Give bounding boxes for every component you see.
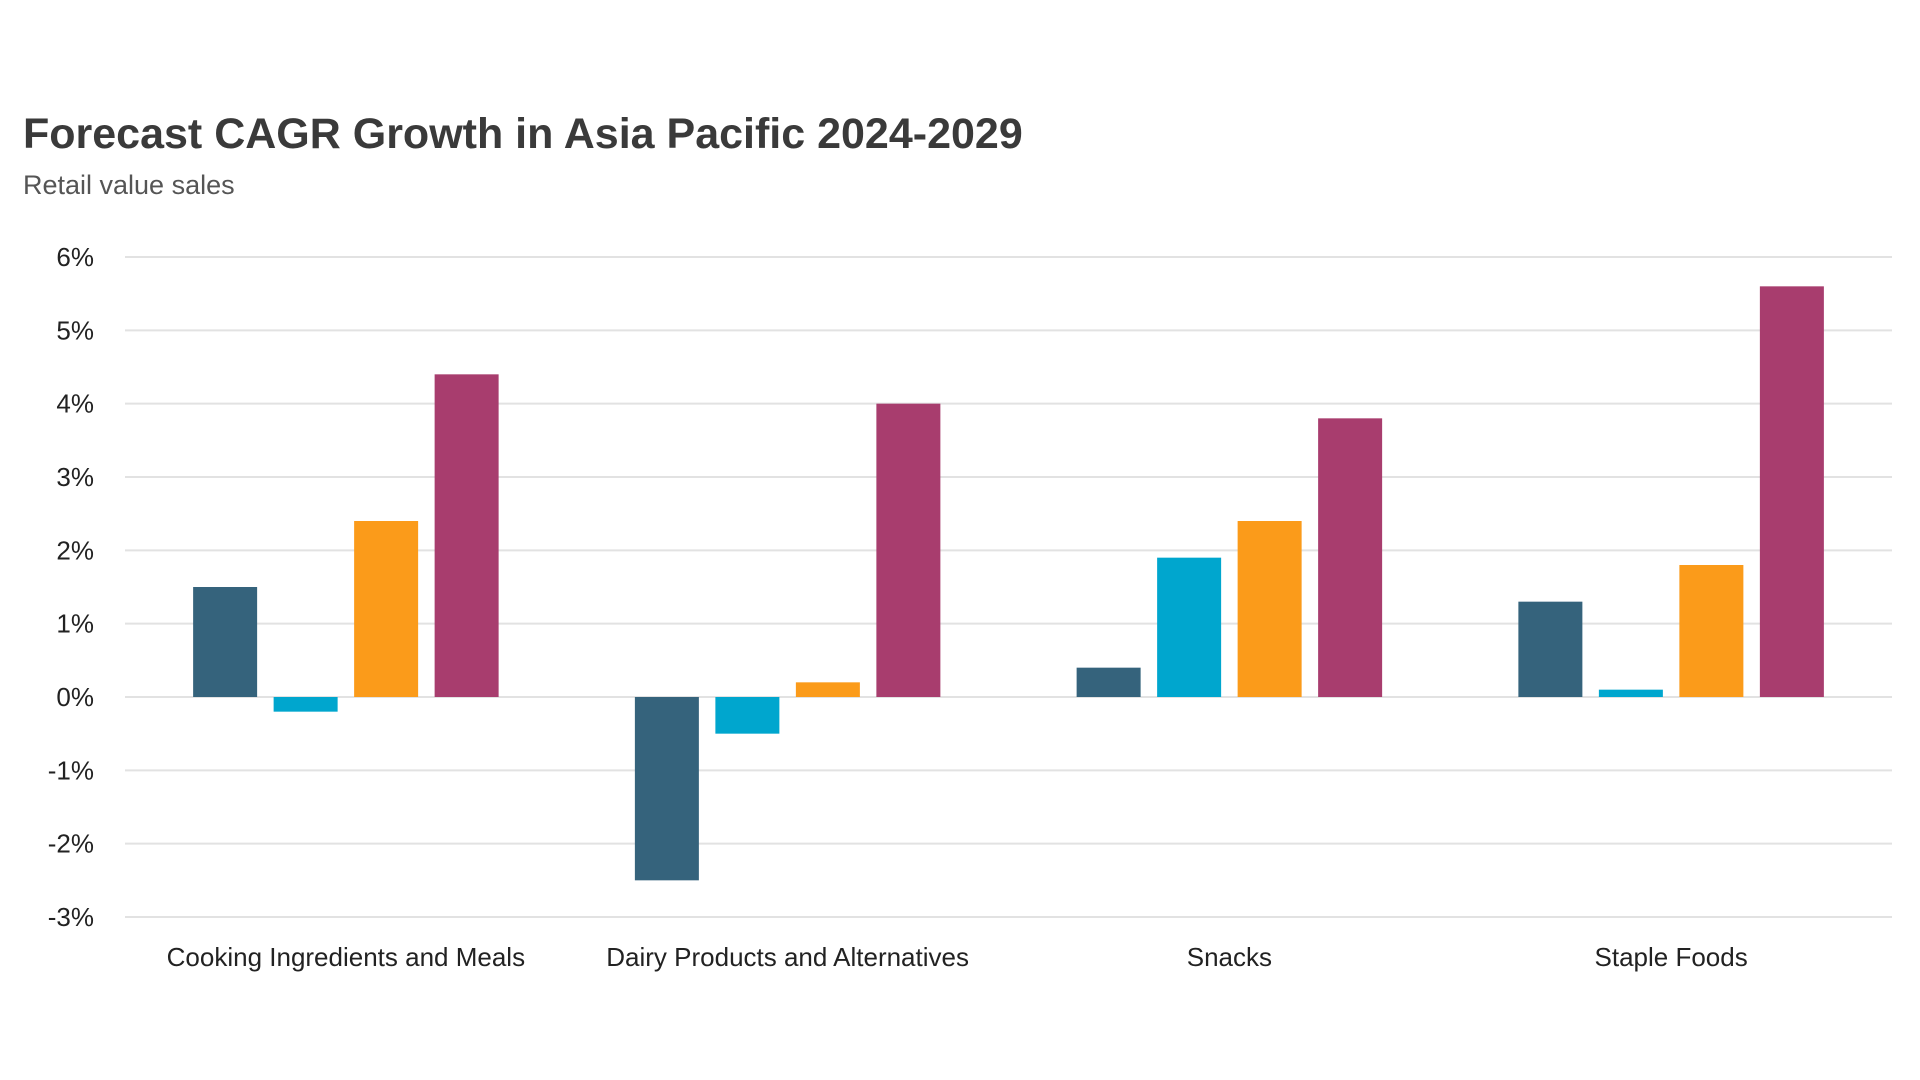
y-tick-label: -2% xyxy=(48,829,94,859)
bar xyxy=(193,587,258,697)
y-tick-label: 0% xyxy=(56,682,94,712)
bar xyxy=(273,697,338,712)
bar xyxy=(1237,521,1302,697)
bar xyxy=(634,697,699,881)
bar xyxy=(795,682,860,697)
y-tick-label: 1% xyxy=(56,609,94,639)
bar xyxy=(1157,557,1222,697)
x-category-label: Cooking Ingredients and Meals xyxy=(167,942,525,972)
bar xyxy=(434,374,499,697)
bar xyxy=(1759,286,1824,697)
bar xyxy=(1518,601,1583,697)
x-category-label: Staple Foods xyxy=(1595,942,1748,972)
x-category-label: Snacks xyxy=(1187,942,1272,972)
bar xyxy=(354,521,419,697)
y-tick-label: 5% xyxy=(56,315,94,345)
y-tick-label: 2% xyxy=(56,535,94,565)
bar xyxy=(1318,418,1383,697)
y-tick-label: 3% xyxy=(56,462,94,492)
y-tick-label: -1% xyxy=(48,755,94,785)
bar xyxy=(876,403,941,697)
bar xyxy=(715,697,780,734)
bar xyxy=(1598,689,1663,697)
y-tick-label: 4% xyxy=(56,389,94,419)
bar xyxy=(1679,565,1744,697)
y-tick-label: -3% xyxy=(48,902,94,932)
y-tick-label: 6% xyxy=(56,242,94,272)
bar xyxy=(1076,667,1141,697)
chart-title: Forecast CAGR Growth in Asia Pacific 202… xyxy=(23,110,1023,158)
x-category-label: Dairy Products and Alternatives xyxy=(606,942,969,972)
chart-subtitle: Retail value sales xyxy=(23,170,235,200)
